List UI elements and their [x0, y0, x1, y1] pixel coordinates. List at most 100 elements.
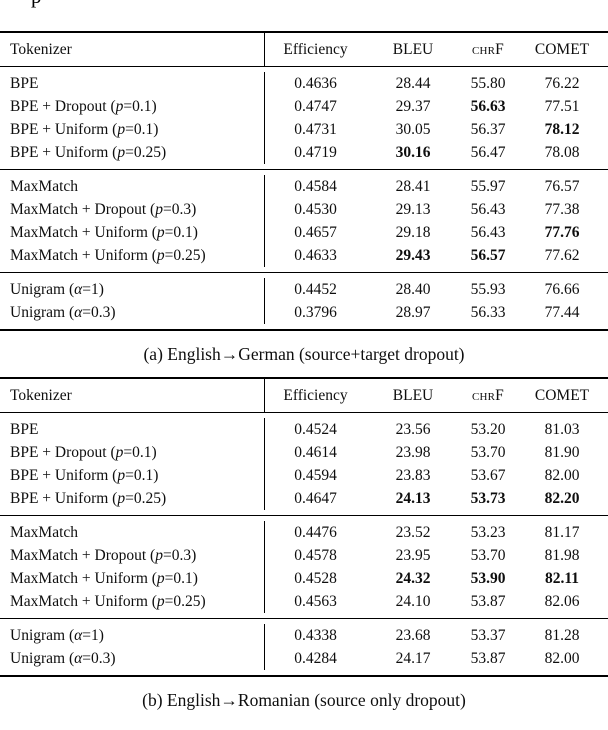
table-body: BPE 0.4636 28.44 55.80 76.22 BPE + Dropo… — [0, 67, 608, 329]
cell-comet: 77.44 — [544, 303, 580, 321]
content: Tokenizer Efficiency BLEU chrF COMET BPE… — [0, 31, 608, 723]
table-header-row: Tokenizer Efficiency BLEU chrF COMET — [0, 379, 608, 412]
cell-comet: 82.00 — [544, 466, 580, 484]
cell-chrf: 56.43 — [470, 200, 506, 218]
table-top-rule — [0, 377, 608, 379]
cell-bleu: 29.13 — [395, 200, 431, 218]
column-header-chrf: chrF — [471, 386, 505, 404]
results-table-a: Tokenizer Efficiency BLEU chrF COMET BPE… — [0, 31, 608, 331]
cell-chrf: 56.33 — [470, 303, 506, 321]
cell-bleu: 29.37 — [395, 97, 431, 115]
group-separator-rule — [0, 169, 608, 170]
cell-efficiency: 0.4614 — [264, 441, 366, 464]
cell-efficiency: 0.4584 — [264, 175, 366, 198]
table-row: MaxMatch + Dropout (p =0.3) 0.4578 23.95 … — [0, 544, 608, 567]
column-header-bleu: BLEU — [392, 386, 434, 404]
cell-bleu: 24.17 — [395, 649, 431, 667]
cell-efficiency: 0.4633 — [264, 244, 366, 267]
table-row: MaxMatch + Dropout (p =0.3) 0.4530 29.13 … — [0, 198, 608, 221]
cell-chrf: 53.87 — [470, 649, 506, 667]
group-separator-rule — [0, 515, 608, 516]
cell-bleu: 28.40 — [395, 280, 431, 298]
cell-chrf: 53.70 — [470, 546, 506, 564]
cell-tokenizer: Unigram (α =1) — [10, 626, 104, 644]
table-row: BPE + Uniform (p =0.1) 0.4731 30.05 56.37… — [0, 118, 608, 141]
cell-chrf: 53.73 — [470, 489, 506, 507]
table-body: BPE 0.4524 23.56 53.20 81.03 BPE + Dropo… — [0, 413, 608, 675]
cell-bleu: 23.83 — [395, 466, 431, 484]
cell-bleu: 23.56 — [395, 420, 431, 438]
cell-tokenizer: BPE + Uniform (p =0.25) — [10, 143, 167, 161]
table-top-rule — [0, 31, 608, 33]
cell-bleu: 23.95 — [395, 546, 431, 564]
cell-tokenizer: BPE + Uniform (p =0.1) — [10, 120, 159, 138]
cell-comet: 82.00 — [544, 649, 580, 667]
column-header-bleu: BLEU — [392, 40, 434, 58]
cell-chrf: 53.37 — [470, 626, 506, 644]
cell-chrf: 56.57 — [470, 246, 506, 264]
table-group: MaxMatch 0.4584 28.41 55.97 76.57 MaxMat… — [0, 170, 608, 272]
table-header-row: Tokenizer Efficiency BLEU chrF COMET — [0, 33, 608, 66]
cell-comet: 82.11 — [544, 569, 580, 587]
cell-bleu: 30.05 — [395, 120, 431, 138]
cell-comet: 76.22 — [544, 74, 580, 92]
cell-comet: 81.17 — [544, 523, 580, 541]
cell-tokenizer: MaxMatch + Uniform (p =0.1) — [10, 223, 198, 241]
header-separator-rule — [0, 412, 608, 413]
table-row: Unigram (α =1) 0.4338 23.68 53.37 81.28 — [0, 624, 608, 647]
group-separator-rule — [0, 618, 608, 619]
column-header-comet: COMET — [534, 386, 590, 404]
cell-efficiency: 0.4747 — [264, 95, 366, 118]
table-row: MaxMatch + Uniform (p =0.25) 0.4633 29.43… — [0, 244, 608, 267]
table-row: MaxMatch + Uniform (p =0.1) 0.4657 29.18 … — [0, 221, 608, 244]
clipped-character: p — [31, 0, 42, 9]
table-group: Unigram (α =1) 0.4452 28.40 55.93 76.66 U… — [0, 273, 608, 329]
column-header-efficiency: Efficiency — [264, 379, 366, 412]
cell-tokenizer: MaxMatch + Dropout (p =0.3) — [10, 546, 197, 564]
table-group: BPE 0.4524 23.56 53.20 81.03 BPE + Dropo… — [0, 413, 608, 515]
table-row: MaxMatch + Uniform (p =0.1) 0.4528 24.32 … — [0, 567, 608, 590]
cell-efficiency: 0.4338 — [264, 624, 366, 647]
cell-comet: 77.62 — [544, 246, 580, 264]
cell-bleu: 24.13 — [395, 489, 431, 507]
cell-chrf: 56.43 — [470, 223, 506, 241]
cell-efficiency: 0.4594 — [264, 464, 366, 487]
cell-tokenizer: Unigram (α =1) — [10, 280, 104, 298]
cell-comet: 81.90 — [544, 443, 580, 461]
table-row: Unigram (α =1) 0.4452 28.40 55.93 76.66 — [0, 278, 608, 301]
cell-bleu: 28.44 — [395, 74, 431, 92]
table-row: Unigram (α =0.3) 0.3796 28.97 56.33 77.44 — [0, 301, 608, 324]
cell-chrf: 56.37 — [470, 120, 506, 138]
column-header-chrf: chrF — [471, 40, 505, 58]
cell-tokenizer: BPE — [10, 74, 39, 92]
cell-tokenizer: MaxMatch + Uniform (p =0.25) — [10, 246, 206, 264]
column-header-tokenizer: Tokenizer — [10, 40, 72, 58]
table-bottom-rule — [0, 329, 608, 331]
cell-efficiency: 0.4284 — [264, 647, 366, 670]
cell-chrf: 55.80 — [470, 74, 506, 92]
table-row: MaxMatch + Uniform (p =0.25) 0.4563 24.10… — [0, 590, 608, 613]
cell-comet: 77.76 — [544, 223, 580, 241]
cell-bleu: 28.41 — [395, 177, 431, 195]
cell-efficiency: 0.4636 — [264, 72, 366, 95]
table-caption-b: (b) English→Romanian (source only dropou… — [142, 690, 466, 710]
cell-chrf: 56.63 — [470, 97, 506, 115]
table-bottom-rule — [0, 675, 608, 677]
cell-bleu: 30.16 — [395, 143, 431, 161]
table-row: BPE + Dropout (p =0.1) 0.4747 29.37 56.63… — [0, 95, 608, 118]
cell-efficiency: 0.4719 — [264, 141, 366, 164]
column-header-tokenizer: Tokenizer — [10, 386, 72, 404]
cell-tokenizer: MaxMatch — [10, 523, 79, 541]
cell-chrf: 53.90 — [470, 569, 506, 587]
cell-comet: 77.51 — [544, 97, 580, 115]
cell-efficiency: 0.4524 — [264, 418, 366, 441]
cell-chrf: 56.47 — [470, 143, 506, 161]
header-separator-rule — [0, 66, 608, 67]
group-separator-rule — [0, 272, 608, 273]
column-header-efficiency: Efficiency — [264, 33, 366, 66]
table-row: BPE + Dropout (p =0.1) 0.4614 23.98 53.70… — [0, 441, 608, 464]
cell-comet: 76.57 — [544, 177, 580, 195]
cell-comet: 81.98 — [544, 546, 580, 564]
table-row: MaxMatch 0.4476 23.52 53.23 81.17 — [0, 521, 608, 544]
